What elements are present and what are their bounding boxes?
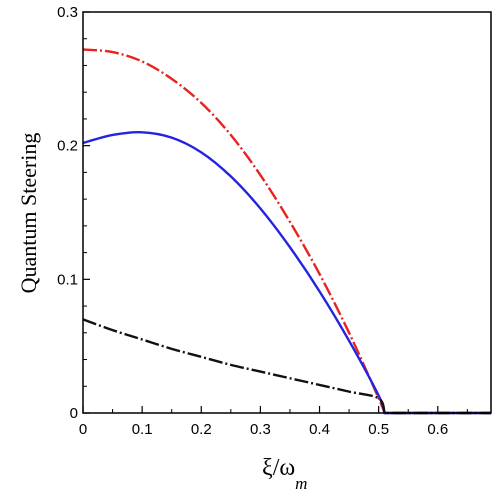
x-tick-label: 0.3 xyxy=(250,421,271,438)
plot-frame xyxy=(82,11,492,414)
x-tick-label: 0.4 xyxy=(309,421,330,438)
x-tick-label: 0.6 xyxy=(427,421,448,438)
ticks-layer: 0 0.1 0.2 0.3 0.4 0.5 0.6 0 0.1 0.2 0.3 xyxy=(57,4,468,438)
y-tick-label: 0.1 xyxy=(57,271,78,288)
x-axis-title-subscript: m xyxy=(295,474,307,493)
series-line-3 xyxy=(82,318,491,415)
series-layer xyxy=(82,48,491,415)
x-tick-label: 0.1 xyxy=(132,421,153,438)
series-line-2 xyxy=(82,131,491,415)
x-tick-label: 0.2 xyxy=(191,421,212,438)
series-line-1 xyxy=(82,48,491,415)
y-axis-title: Quantum Steering xyxy=(16,133,41,294)
y-tick-label: 0.2 xyxy=(57,138,78,155)
x-axis-title-symbol: ξ/ω xyxy=(262,455,295,481)
x-tick-label: 0 xyxy=(79,421,87,438)
y-tick-label: 0 xyxy=(70,405,78,422)
y-tick-label: 0.3 xyxy=(57,4,78,21)
x-tick-label: 0.5 xyxy=(368,421,389,438)
x-axis-title: ξ/ωm xyxy=(262,455,307,493)
